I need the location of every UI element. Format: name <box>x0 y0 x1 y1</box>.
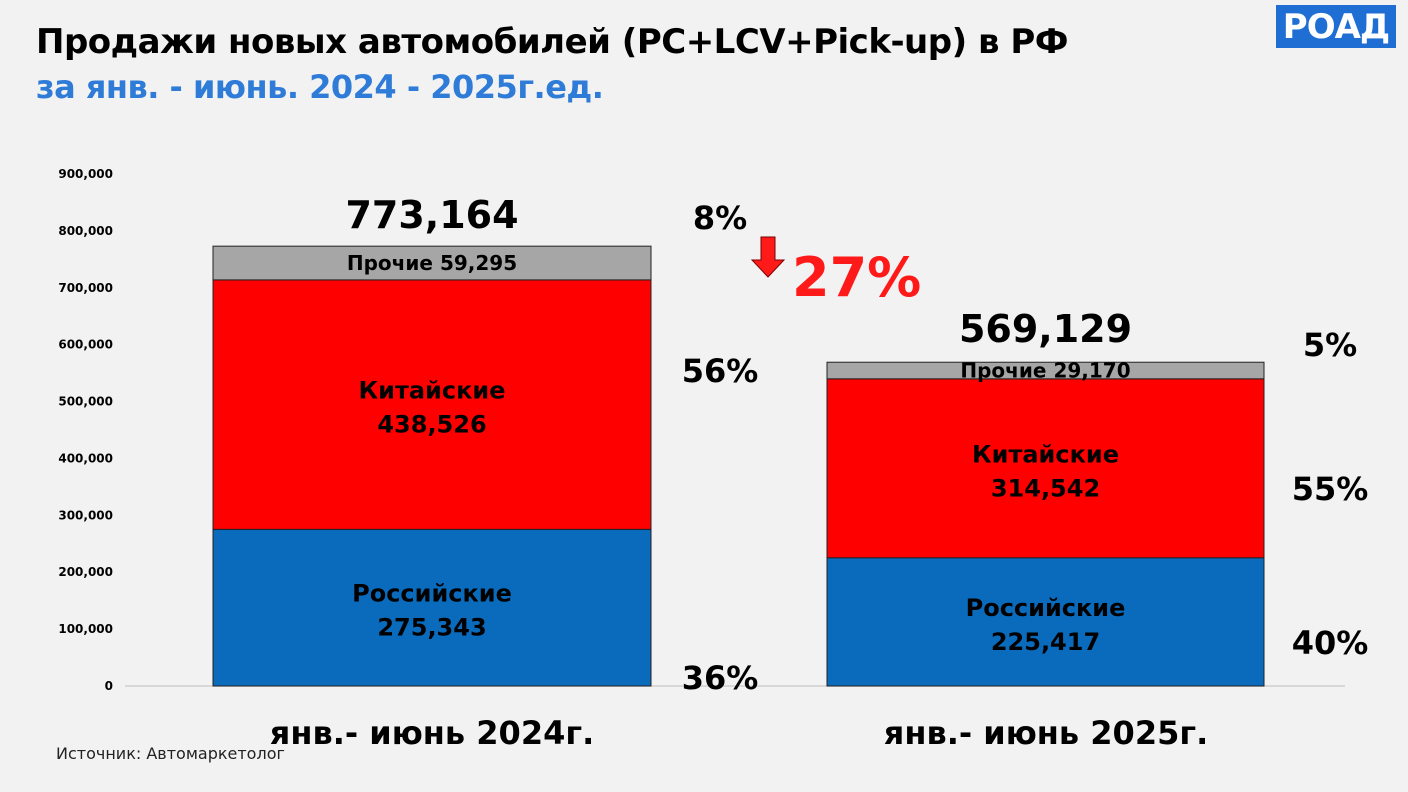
change-percent-label: 27% <box>792 246 921 309</box>
y-tick-label: 300,000 <box>58 508 113 522</box>
y-tick-label: 400,000 <box>58 451 113 465</box>
segment-value-label: 275,343 <box>377 614 486 642</box>
y-tick-label: 900,000 <box>58 167 113 181</box>
segment-label: Прочие 59,295 <box>347 251 517 275</box>
y-tick-label: 0 <box>105 679 113 693</box>
segment-value-label: 314,542 <box>991 474 1100 502</box>
total-label: 773,164 <box>345 193 518 237</box>
y-tick-label: 200,000 <box>58 565 113 579</box>
segment-name-label: Китайские <box>972 440 1119 468</box>
down-arrow-icon <box>750 236 786 278</box>
bar-segment <box>826 557 1265 687</box>
bar-segment <box>212 528 652 687</box>
share-label: 8% <box>693 199 747 237</box>
source-note: Источник: Автомаркетолог <box>56 744 285 763</box>
chart-title: Продажи новых автомобилей (PC+LCV+Pick-u… <box>36 22 1068 62</box>
bar-segment <box>826 378 1265 559</box>
chart-subtitle: за янв. - июнь. 2024 - 2025г.ед. <box>36 68 604 106</box>
y-tick-label: 800,000 <box>58 224 113 238</box>
y-tick-label: 500,000 <box>58 395 113 409</box>
share-label: 55% <box>1292 470 1369 508</box>
bar-segment <box>212 245 652 281</box>
segment-value-label: 438,526 <box>377 411 486 439</box>
total-label: 569,129 <box>959 307 1132 351</box>
y-tick-label: 100,000 <box>58 622 113 636</box>
y-tick-label: 600,000 <box>58 338 113 352</box>
share-label: 5% <box>1303 326 1357 364</box>
bar-segment <box>826 361 1265 380</box>
segment-name-label: Китайские <box>359 377 506 405</box>
segment-name-label: Российские <box>966 594 1126 622</box>
segment-name-label: Российские <box>352 580 512 608</box>
y-tick-label: 700,000 <box>58 281 113 295</box>
share-label: 56% <box>682 352 759 390</box>
brand-logo: РОАД <box>1276 5 1396 48</box>
x-category-label: янв.- июнь 2025г. <box>884 714 1208 752</box>
x-category-label: янв.- июнь 2024г. <box>270 714 594 752</box>
segment-value-label: 225,417 <box>991 628 1100 656</box>
share-label: 40% <box>1292 624 1369 662</box>
share-label: 36% <box>682 659 759 697</box>
segment-label: Прочие 29,170 <box>960 359 1130 383</box>
